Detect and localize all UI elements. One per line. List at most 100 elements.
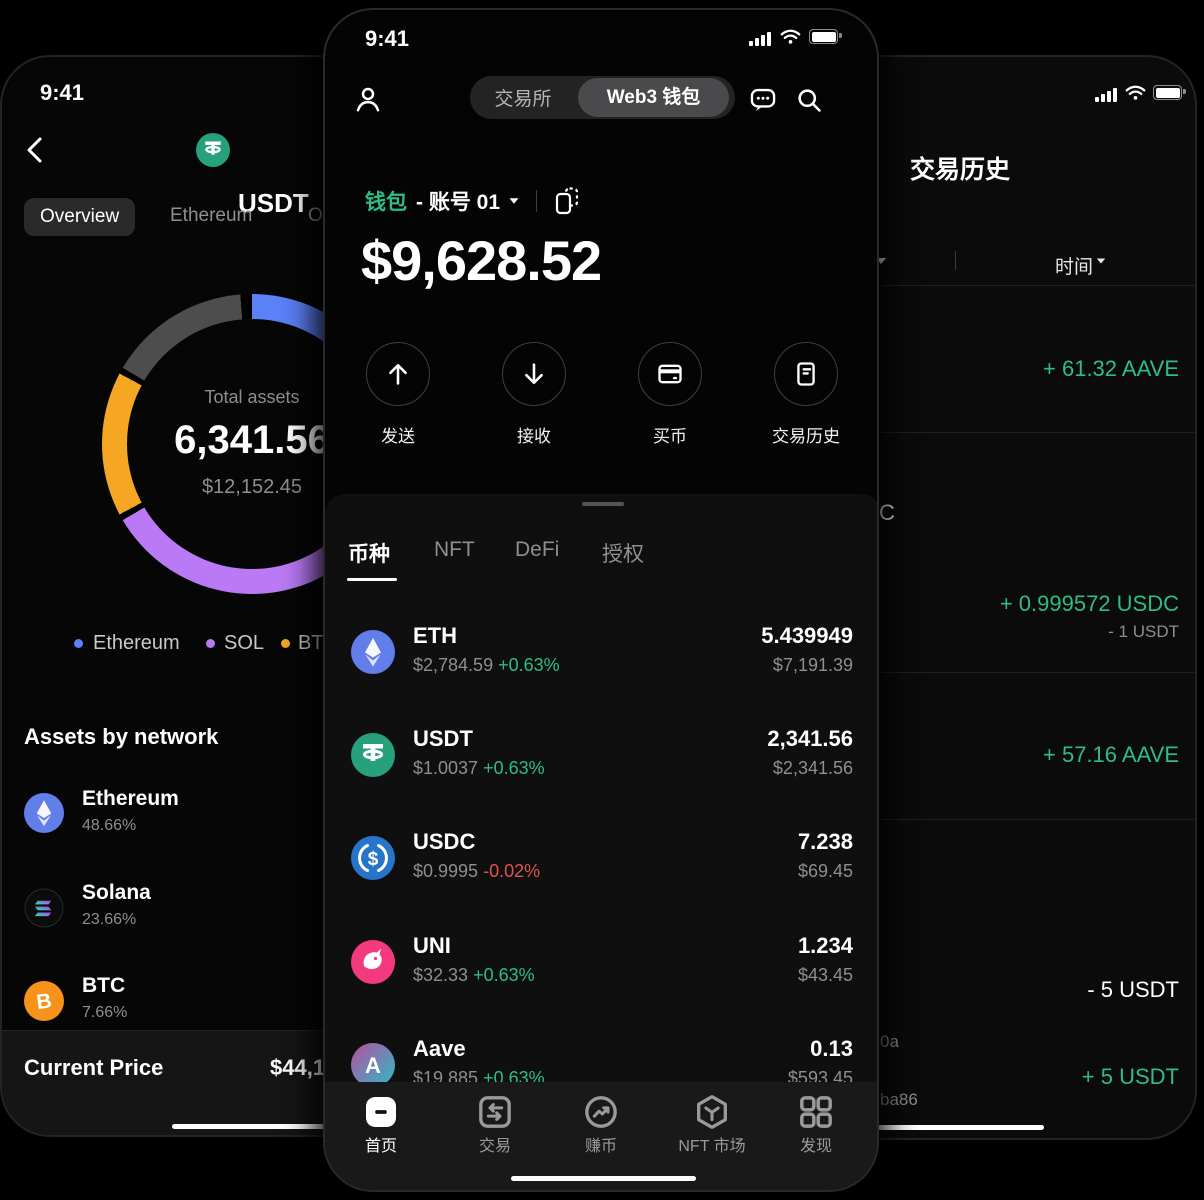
status-time: 9:41 <box>365 26 410 51</box>
svg-text:A: A <box>365 1053 381 1078</box>
token-amount: 7.238 <box>797 829 853 854</box>
asset-sheet: 币种 NFT DeFi 授权 ETH $2,784.59 +0.63% 5.43… <box>325 494 877 1190</box>
donut-center-sub: $12,152.45 <box>201 476 303 498</box>
trade-icon <box>479 1096 511 1128</box>
home-indicator[interactable] <box>172 1124 372 1129</box>
tx-amount: + 57.16 AAVE <box>1043 742 1179 767</box>
tab-partial[interactable]: O <box>308 205 323 226</box>
token-price: $2,784.59 <box>413 655 494 675</box>
tx-amount: + 0.999572 USDC <box>999 591 1179 616</box>
tx-title-partial: C <box>879 500 895 525</box>
search-icon[interactable] <box>795 86 823 114</box>
token-symbol: Aave <box>413 1036 466 1061</box>
receive-button[interactable] <box>502 342 566 406</box>
send-button[interactable] <box>366 342 430 406</box>
nav-nft-market-label: NFT 市场 <box>678 1138 746 1155</box>
token-row-eth[interactable]: ETH $2,784.59 +0.63% 5.439949 $7,191.39 <box>325 601 877 704</box>
buy-crypto-button[interactable] <box>638 342 702 406</box>
home-indicator[interactable] <box>824 1125 1044 1130</box>
account-label: - 账号 01 <box>416 191 501 214</box>
segmented-control: 交易所 Web3 钱包 <box>470 76 735 119</box>
token-symbol: USDT <box>413 726 473 751</box>
legend-label-sol: SOL <box>224 632 265 654</box>
account-selector[interactable]: 钱包 - 账号 01 <box>365 186 580 216</box>
nav-trade-label: 交易 <box>478 1138 511 1155</box>
divider <box>642 432 1195 433</box>
tab-ethereum[interactable]: Ethereum <box>170 205 253 226</box>
token-value: $7,191.39 <box>772 655 853 675</box>
wifi-icon <box>780 29 801 44</box>
discover-icon <box>800 1096 832 1128</box>
filter-time-caret[interactable] <box>1096 258 1106 264</box>
signal-icon <box>1095 88 1117 102</box>
token-row-uni[interactable]: UNI $32.33 +0.63% 1.234 $43.45 <box>325 911 877 1014</box>
segment-exchange[interactable]: 交易所 <box>494 89 552 110</box>
uni-icon <box>351 940 395 984</box>
chat-icon[interactable] <box>749 86 777 114</box>
history-label: 交易历史 <box>772 427 840 446</box>
legend-dot-btc <box>281 639 290 648</box>
wifi-icon <box>1125 85 1146 100</box>
btc-icon: B <box>24 981 64 1021</box>
battery-icon <box>1153 85 1186 100</box>
token-amount: 1.234 <box>797 933 853 958</box>
token-value: $43.45 <box>797 965 853 985</box>
tab-approvals[interactable]: 授权 <box>602 543 644 566</box>
ethereum-icon <box>24 793 64 833</box>
network-percent: 23.66% <box>82 911 137 928</box>
network-percent: 48.66% <box>82 817 137 834</box>
switch-account-icon[interactable] <box>554 186 580 216</box>
token-amount: 2,341.56 <box>767 726 853 751</box>
svg-text:$: $ <box>368 849 379 870</box>
divider <box>642 672 1195 673</box>
token-amount: 0.13 <box>810 1036 853 1061</box>
tab-defi[interactable]: DeFi <box>515 538 560 561</box>
tab-coins[interactable]: 币种 <box>348 543 390 566</box>
token-value: $69.45 <box>797 861 853 881</box>
tx-sub-partial: ba86 <box>880 1090 918 1109</box>
token-price: $1.0037 <box>413 758 479 778</box>
history-button[interactable] <box>774 342 838 406</box>
tab-overview[interactable]: Overview <box>24 198 136 236</box>
send-label: 发送 <box>381 427 415 446</box>
usdt-icon <box>351 733 395 777</box>
filter-caret-partial[interactable] <box>876 258 886 264</box>
signal-icon <box>749 32 771 46</box>
buy-crypto-label: 买币 <box>653 427 687 446</box>
bottom-nav <box>325 1082 877 1190</box>
section-title: Assets by network <box>24 724 219 749</box>
network-name: Solana <box>82 881 151 904</box>
total-balance: $9,628.52 <box>361 229 602 292</box>
receive-label: 接收 <box>517 427 551 446</box>
active-tab-underline <box>347 578 397 581</box>
tx-amount: + 61.32 AAVE <box>1043 356 1179 381</box>
tx-sub-partial: 0a <box>880 1032 899 1051</box>
tab-nft[interactable]: NFT <box>434 538 475 561</box>
token-row-usdt[interactable]: USDT $1.0037 +0.63% 2,341.56 $2,341.56 <box>325 704 877 807</box>
token-row-usdc[interactable]: $ USDC $0.9995 -0.02% 7.238 $69.45 <box>325 807 877 910</box>
page-title: USDT <box>238 188 309 218</box>
divider <box>642 819 1195 820</box>
home-indicator[interactable] <box>511 1176 696 1181</box>
tx-sub: - 1 USDT <box>1108 622 1179 641</box>
legend-dot-sol <box>206 639 215 648</box>
divider <box>536 190 538 212</box>
network-name: Ethereum <box>82 787 179 810</box>
token-change: -0.02% <box>483 861 541 881</box>
filter-time[interactable]: 时间 <box>1055 257 1094 278</box>
drag-handle[interactable] <box>582 502 624 506</box>
arrow-down-icon <box>525 363 543 385</box>
nav-earn-label: 赚币 <box>584 1138 617 1155</box>
segment-web3-wallet[interactable]: Web3 钱包 <box>578 78 729 117</box>
home-icon <box>366 1097 396 1127</box>
token-symbol: UNI <box>413 933 451 958</box>
profile-icon[interactable] <box>353 84 383 114</box>
wallet-label: 钱包 <box>365 191 407 214</box>
status-time: 9:41 <box>40 80 85 105</box>
nft-market-icon <box>697 1095 727 1129</box>
back-icon[interactable] <box>22 135 50 165</box>
token-price: $32.33 <box>413 965 469 985</box>
svg-text:B: B <box>35 989 53 1014</box>
nav-home-label: 首页 <box>364 1138 397 1155</box>
